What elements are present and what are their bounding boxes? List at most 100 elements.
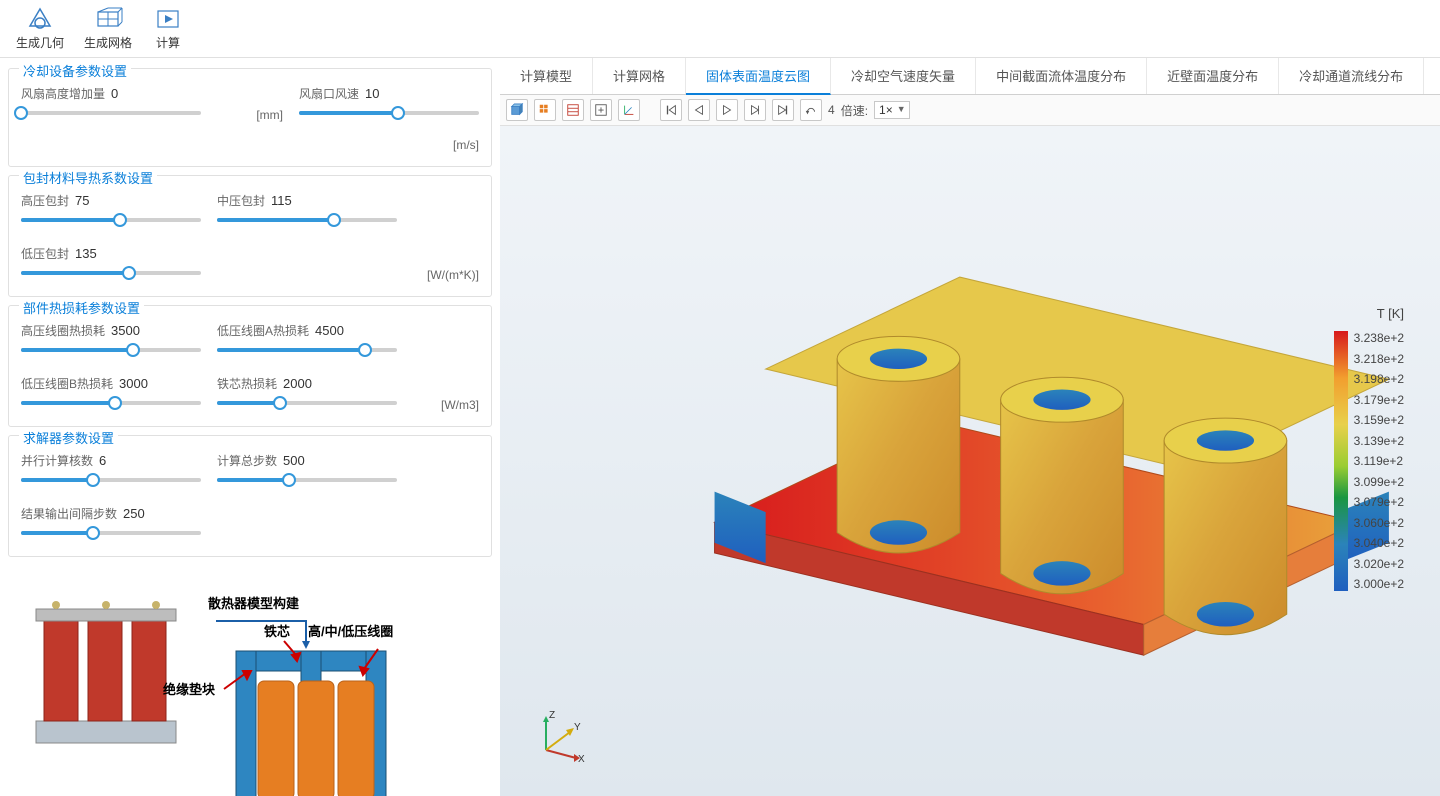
slider[interactable] xyxy=(217,394,397,412)
param: 计算总步数 500 xyxy=(217,452,397,489)
legend-tick: 3.000e+2 xyxy=(1354,577,1404,591)
first-frame-button[interactable] xyxy=(660,99,682,121)
speed-value: 1× xyxy=(879,103,893,117)
tab[interactable]: 近壁面温度分布 xyxy=(1147,58,1279,94)
tab[interactable]: 冷却通道流线分布 xyxy=(1279,58,1424,94)
param: 低压包封 135 xyxy=(21,245,201,282)
axis-triad: Z Y X xyxy=(530,710,586,766)
param-label: 风扇口风速 xyxy=(299,85,359,102)
calculate-button[interactable]: 计算 xyxy=(152,6,184,51)
param-value: 0 xyxy=(111,86,118,101)
anno-insulation: 绝缘垫块 xyxy=(163,679,215,698)
slider[interactable] xyxy=(21,471,201,489)
slider[interactable] xyxy=(21,264,201,282)
legend-tick: 3.060e+2 xyxy=(1354,516,1404,530)
param: 低压线圈B热损耗 3000 xyxy=(21,375,201,412)
legend-tick: 3.099e+2 xyxy=(1354,475,1404,489)
top-toolbar: 生成几何 生成网格 计算 xyxy=(0,0,1440,58)
param-label: 高压线圈热损耗 xyxy=(21,322,105,339)
slider[interactable] xyxy=(217,211,397,229)
viewer-panel: 计算模型计算网格固体表面温度云图冷却空气速度矢量中间截面流体温度分布近壁面温度分… xyxy=(500,58,1440,796)
legend-tick: 3.040e+2 xyxy=(1354,536,1404,550)
loop-button[interactable] xyxy=(800,99,822,121)
param: 低压线圈A热损耗 4500 xyxy=(217,322,397,359)
tab[interactable]: 中间截面流体温度分布 xyxy=(976,58,1147,94)
cooling-group: 冷却设备参数设置 风扇高度增加量0[mm]风扇口风速10[m/s] xyxy=(8,68,492,167)
param-label: 结果输出间隔步数 xyxy=(21,505,117,522)
geometry-icon xyxy=(24,6,56,32)
legend-tick: 3.079e+2 xyxy=(1354,495,1404,509)
view-cube-button[interactable] xyxy=(506,99,528,121)
legend-tick: 3.238e+2 xyxy=(1354,331,1404,345)
legend-tick: 3.119e+2 xyxy=(1354,454,1404,468)
solver-group: 求解器参数设置 并行计算核数6计算总步数500结果输出间隔步数250 xyxy=(8,435,492,557)
tab[interactable]: 冷却空气速度矢量 xyxy=(831,58,976,94)
calc-icon xyxy=(152,6,184,32)
tab[interactable]: 计算模型 xyxy=(500,58,593,94)
toolbar-label: 计算 xyxy=(156,34,180,51)
param-label: 低压包封 xyxy=(21,245,69,262)
param: 中压包封115 xyxy=(217,192,397,229)
slider[interactable] xyxy=(21,524,201,542)
group-title: 包封材料导热系数设置 xyxy=(19,168,157,187)
slider[interactable] xyxy=(217,341,397,359)
axes-toggle-button[interactable] xyxy=(618,99,640,121)
color-legend: T [K] 3.238e+23.218e+23.198e+23.179e+23.… xyxy=(1334,306,1404,591)
legend-tick: 3.198e+2 xyxy=(1354,372,1404,386)
speed-label: 倍速: xyxy=(841,102,868,119)
last-frame-button[interactable] xyxy=(772,99,794,121)
unit-label: [m/s] xyxy=(453,138,479,152)
anno-model-build: 散热器模型构建 xyxy=(208,593,299,612)
slider[interactable] xyxy=(21,394,201,412)
anno-core: 铁芯 xyxy=(264,621,290,640)
generate-mesh-button[interactable]: 生成网格 xyxy=(84,6,132,51)
svg-text:X: X xyxy=(578,754,585,765)
slider[interactable] xyxy=(299,104,479,122)
svg-text:Z: Z xyxy=(549,710,555,721)
slider[interactable] xyxy=(21,211,201,229)
group-title: 部件热损耗参数设置 xyxy=(19,298,144,317)
legend-tick: 3.020e+2 xyxy=(1354,557,1404,571)
slider[interactable] xyxy=(21,104,201,122)
group-title: 冷却设备参数设置 xyxy=(19,61,131,80)
param-label: 低压线圈B热损耗 xyxy=(21,375,113,392)
result-tabs: 计算模型计算网格固体表面温度云图冷却空气速度矢量中间截面流体温度分布近壁面温度分… xyxy=(500,58,1440,95)
param-label: 低压线圈A热损耗 xyxy=(217,322,309,339)
svg-text:Y: Y xyxy=(574,722,581,733)
tab[interactable]: 计算网格 xyxy=(593,58,686,94)
param-value: 250 xyxy=(123,506,145,521)
toolbar-label: 生成几何 xyxy=(16,34,64,51)
slider[interactable] xyxy=(217,471,397,489)
unit-label: [W/m3] xyxy=(441,398,479,412)
param-value: 10 xyxy=(365,86,379,101)
unit-label: [mm] xyxy=(256,108,283,122)
param-value: 135 xyxy=(75,246,97,261)
play-button[interactable] xyxy=(716,99,738,121)
param: 风扇口风速 10 xyxy=(299,85,479,122)
param-label: 高压包封 xyxy=(21,192,69,209)
fit-button[interactable] xyxy=(590,99,612,121)
legend-title: T [K] xyxy=(1334,306,1404,321)
param-value: 3000 xyxy=(119,376,148,391)
param-label: 计算总步数 xyxy=(217,452,277,469)
param-value: 4500 xyxy=(315,323,344,338)
param-value: 6 xyxy=(99,453,106,468)
slider[interactable] xyxy=(21,341,201,359)
generate-geometry-button[interactable]: 生成几何 xyxy=(16,6,64,51)
param-value: 500 xyxy=(283,453,305,468)
legend-tick: 3.139e+2 xyxy=(1354,434,1404,448)
tab[interactable]: 固体表面温度云图 xyxy=(686,58,831,95)
model-diagram: 散热器模型构建 绝缘垫块 铁芯 高/中/低压线圈 冷却风扇 变压器散热仿真APP xyxy=(8,573,492,796)
next-frame-button[interactable] xyxy=(744,99,766,121)
param-value: 115 xyxy=(271,193,292,208)
material-group: 包封材料导热系数设置 高压包封75中压包封115低压包封135[W/(m*K)] xyxy=(8,175,492,297)
param-label: 铁芯热损耗 xyxy=(217,375,277,392)
speed-select[interactable]: 1× xyxy=(874,101,910,119)
legend-tick: 3.159e+2 xyxy=(1354,413,1404,427)
3d-viewport[interactable]: Z Y X T [K] 3.238e+23.218e+23.198e+23.17… xyxy=(500,126,1440,796)
prev-frame-button[interactable] xyxy=(688,99,710,121)
param-value: 2000 xyxy=(283,376,312,391)
legend-tick: 3.179e+2 xyxy=(1354,393,1404,407)
grid-button[interactable] xyxy=(534,99,556,121)
table-button[interactable] xyxy=(562,99,584,121)
